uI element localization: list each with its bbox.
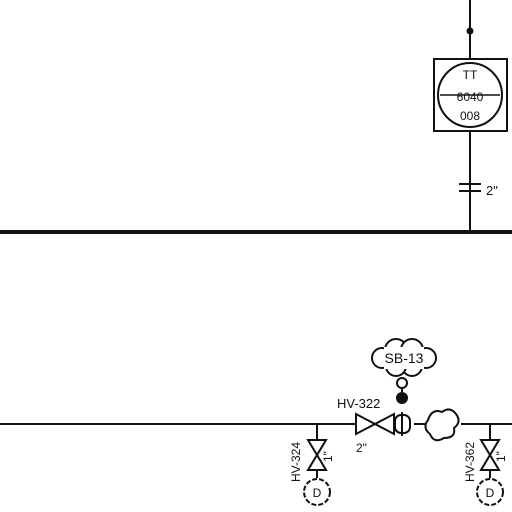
left-drain-tag: HV-324 <box>289 442 303 482</box>
main-valve-right <box>372 412 395 436</box>
cloud-tag-label: SB-13 <box>385 350 424 366</box>
cloud-tag-shape <box>371 338 437 377</box>
main-valve-left <box>355 412 378 436</box>
right-drain-tag: HV-362 <box>463 442 477 482</box>
left-drain-size: 1" <box>321 451 335 462</box>
right-drain-funnel <box>476 478 504 506</box>
main-valve-tag: HV-322 <box>337 396 380 411</box>
instrument-type: TT <box>463 68 478 82</box>
signal-node-open <box>396 377 408 389</box>
instrument-suffix: 008 <box>460 109 480 123</box>
instrument-number: 6040 <box>457 90 484 104</box>
right-drain-valve-upper <box>479 439 501 457</box>
right-drain-size: 1" <box>494 451 508 462</box>
main-valve-size: 2" <box>356 441 367 455</box>
signal-node-filled <box>396 392 408 404</box>
left-drain-valve-upper <box>306 439 328 457</box>
right-drain-symbol: D <box>486 486 495 500</box>
line-size-label: 2" <box>486 183 498 198</box>
left-drain-funnel <box>303 478 331 506</box>
left-drain-symbol: D <box>313 486 322 500</box>
connection-dot <box>466 27 474 35</box>
reducer-symbol <box>424 408 460 442</box>
